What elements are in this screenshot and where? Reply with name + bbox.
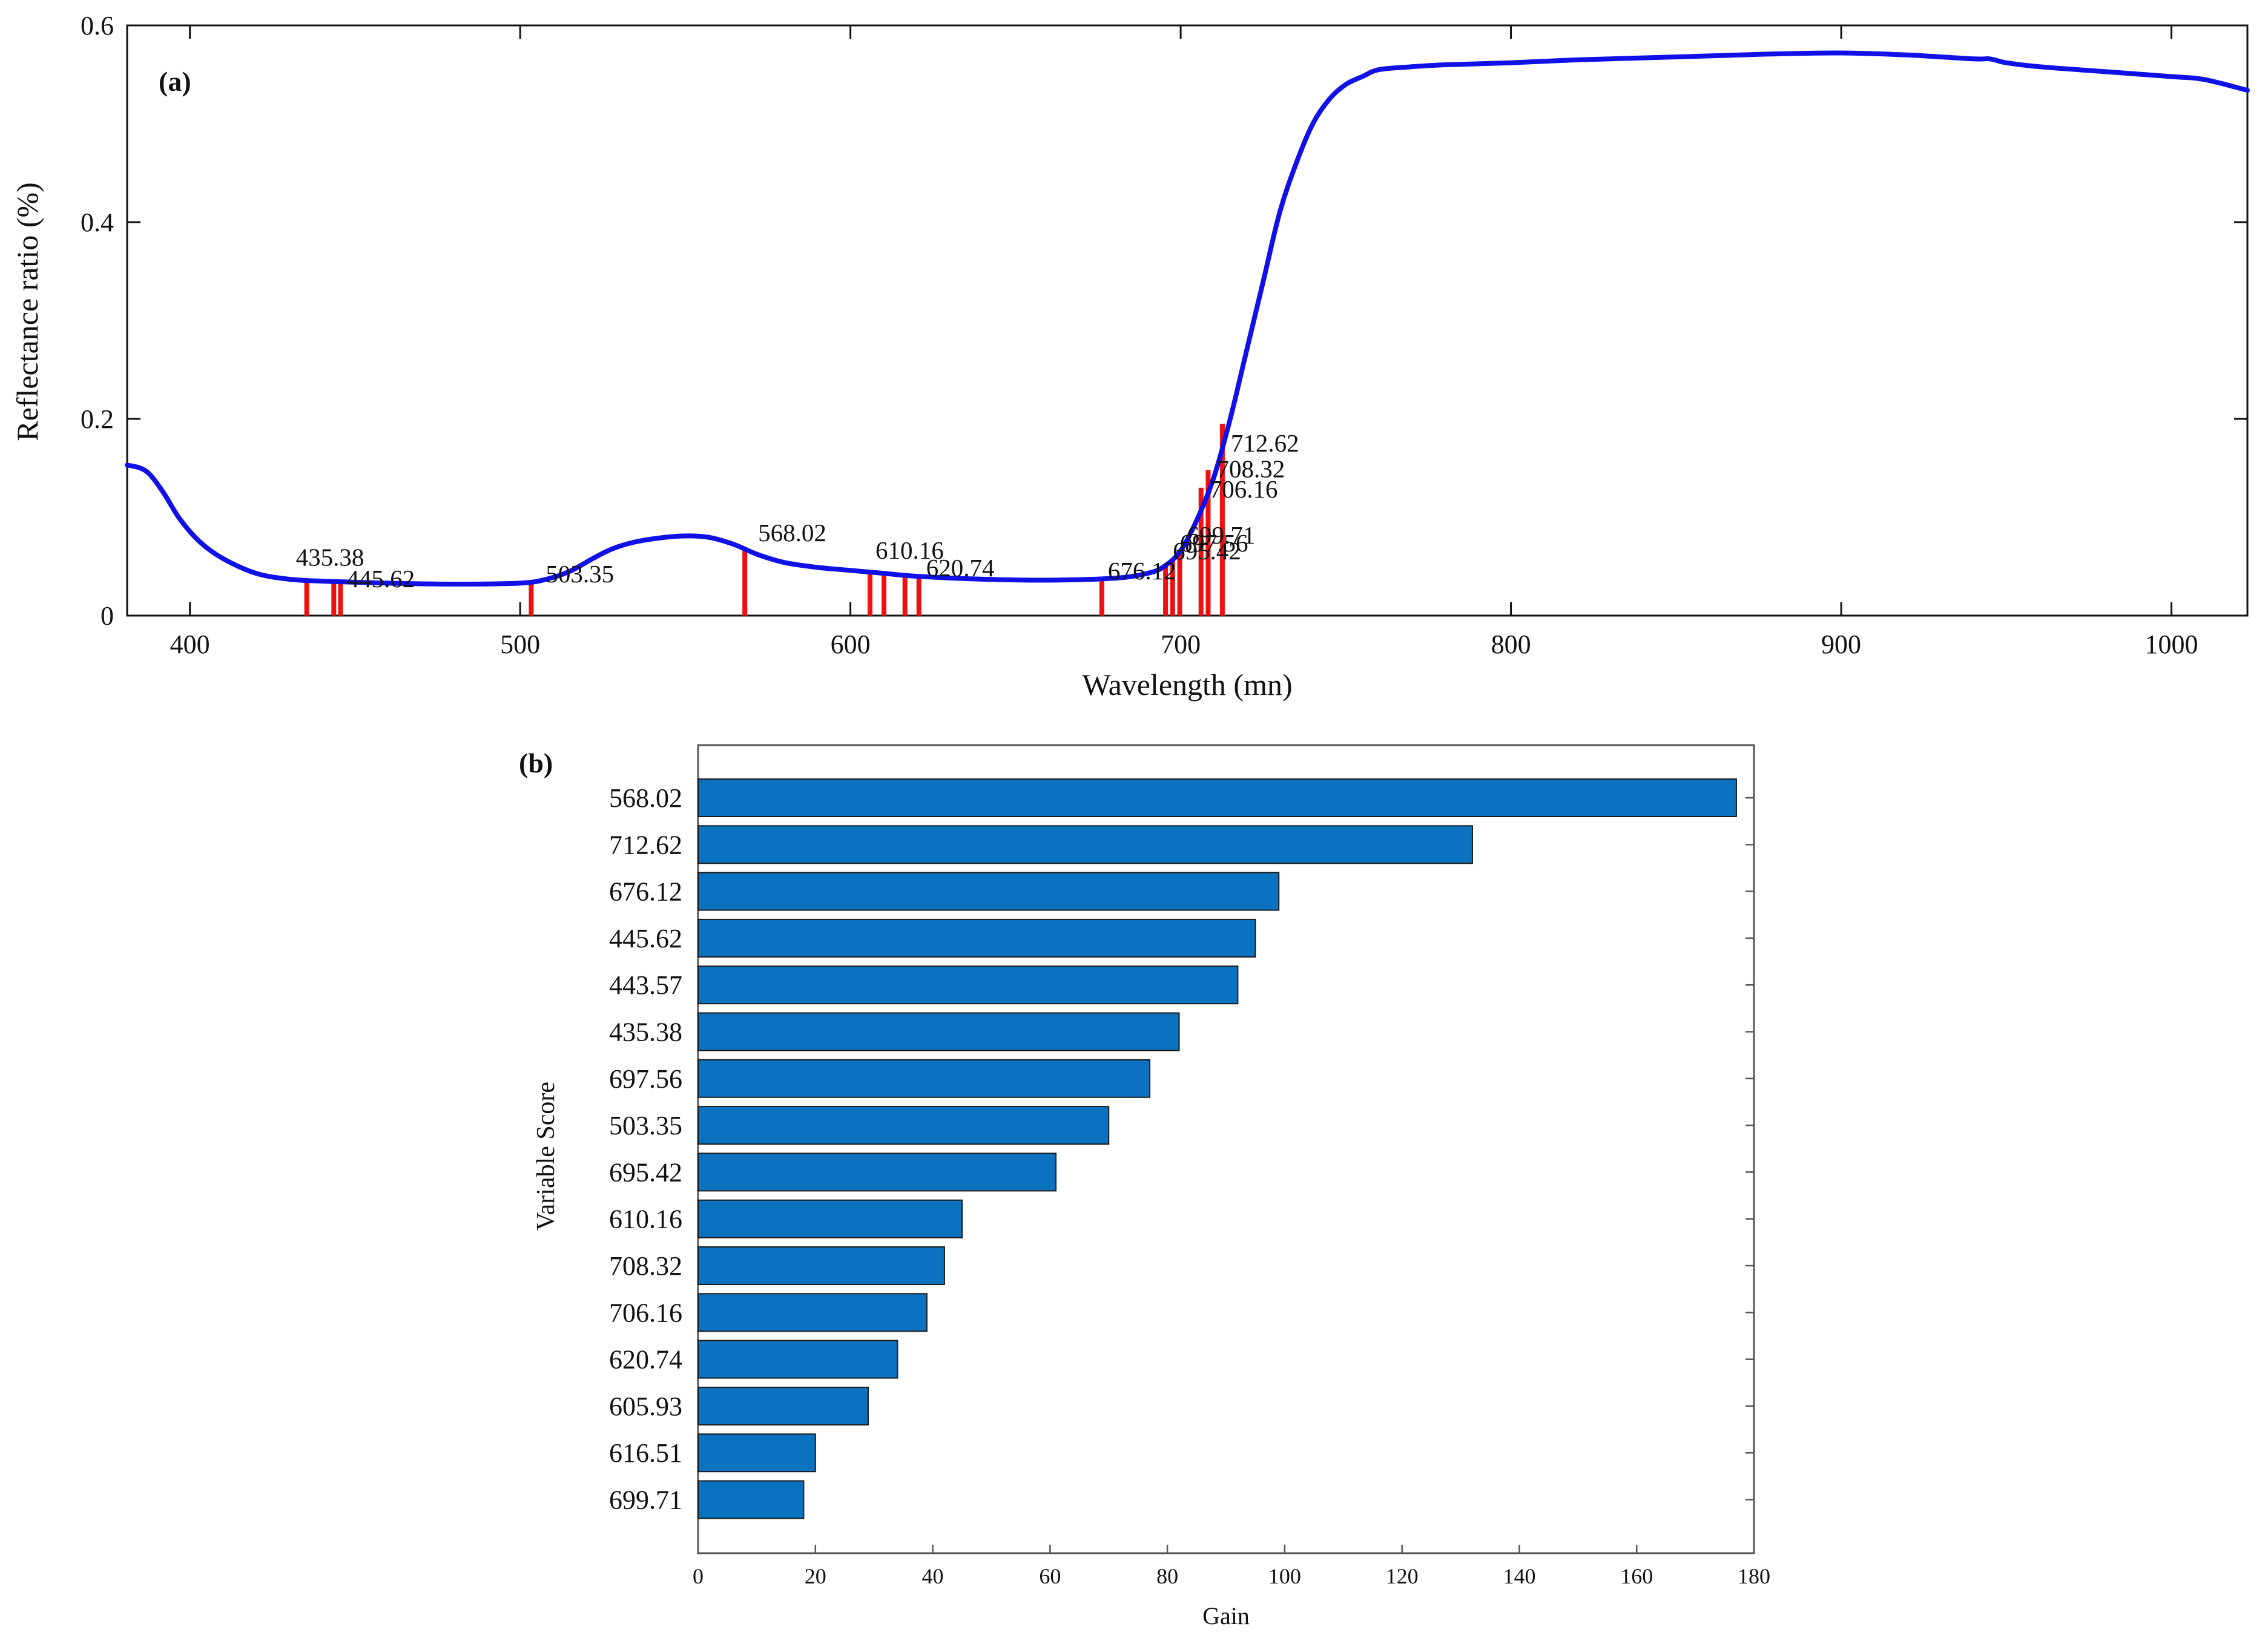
gain-tick-label: 120 [1386, 1564, 1419, 1588]
x-tick-label: 400 [170, 630, 210, 659]
category-label: 610.16 [609, 1205, 682, 1234]
gain-bar [697, 918, 1256, 958]
category-label: 605.93 [609, 1392, 682, 1421]
gain-tick-label: 160 [1620, 1564, 1653, 1588]
gain-tick-label: 140 [1503, 1564, 1535, 1588]
gain-tick-label: 80 [1156, 1564, 1178, 1588]
x-tick-label: 500 [500, 630, 540, 659]
variable-score-labels: 568.02 712.62 676.12 445.62 443.57 435.38 697.… [609, 783, 682, 1515]
category-label: 568.02 [609, 783, 682, 813]
x-tick-label: 1000 [2145, 630, 2198, 659]
y-tick-label: 0.2 [81, 404, 114, 434]
reflectance-chart: 400 500 600 700 800 900 1000 0 0.2 0.4 0.6 435.384… [10, 11, 2250, 702]
selected-wavelength-label: 568.02 [758, 519, 826, 547]
category-label: 435.38 [609, 1018, 682, 1047]
gain-bar [697, 1152, 1057, 1192]
selected-wavelength-label: 445.62 [346, 565, 415, 593]
category-label: 695.42 [609, 1157, 682, 1187]
selected-wavelength-label: 708.32 [1216, 455, 1285, 483]
category-label: 503.35 [609, 1111, 682, 1140]
selected-wavelength-label: 699.71 [1187, 521, 1256, 549]
chart-a-y-axis-title: Reflectance ratio (%) [10, 182, 44, 441]
gain-bar [697, 1012, 1180, 1051]
chart-a-ticks: 400 500 600 700 800 900 1000 0 0.2 0.4 0.6 [81, 11, 2247, 659]
gain-bar [697, 1106, 1110, 1145]
category-label: 706.16 [609, 1298, 682, 1327]
gain-bar [697, 872, 1280, 911]
chart-a-x-axis-title: Wavelength (mn) [1082, 668, 1292, 702]
category-label: 676.12 [609, 877, 682, 907]
chart-a-plot-frame [126, 24, 2249, 617]
gain-bar [697, 1340, 898, 1379]
gain-bar [697, 1480, 805, 1519]
gain-bar [697, 1386, 869, 1425]
gain-tick-label: 100 [1268, 1564, 1301, 1588]
category-label: 445.62 [609, 924, 682, 953]
gain-tick-label: 0 [693, 1564, 704, 1588]
selected-wavelength-label: 676.12 [1108, 557, 1176, 585]
selected-wavelength-label: 435.38 [296, 544, 364, 571]
panel-b-tag: (b) [519, 748, 553, 778]
y-tick-label: 0 [101, 601, 114, 631]
gain-tick-label: 20 [805, 1564, 826, 1588]
gain-bar [697, 1293, 928, 1332]
x-tick-label: 600 [831, 630, 871, 659]
chart-b-x-axis-title: Gain [1202, 1602, 1250, 1629]
chart-b-y-axis-title: Variable Score [532, 1082, 560, 1231]
category-label: 708.32 [609, 1251, 682, 1281]
selected-wavelength-label: 503.35 [546, 560, 614, 588]
gain-bar [697, 965, 1239, 1005]
selected-wavelength-label: 706.16 [1210, 475, 1278, 503]
gain-bar [697, 778, 1737, 817]
gain-bar-chart: 0 20 40 60 80 100 120 140 160 180 568.02 712.62 676… [519, 744, 1770, 1629]
category-label: 620.74 [609, 1345, 682, 1375]
gain-bar [697, 1246, 945, 1285]
y-tick-label: 0.6 [81, 11, 114, 41]
gain-bar [697, 1433, 816, 1473]
selected-wavelength-label: 697.56 [1180, 529, 1248, 557]
category-label: 443.57 [609, 970, 682, 1000]
x-tick-label: 800 [1491, 630, 1531, 659]
x-tick-label: 700 [1161, 630, 1201, 659]
category-label: 697.56 [609, 1064, 682, 1094]
gain-bar [697, 1059, 1151, 1098]
reflectance-curve [125, 50, 2250, 587]
category-label: 699.71 [609, 1485, 682, 1515]
chart-b-ticks: 0 20 40 60 80 100 120 140 160 180 [693, 797, 1770, 1588]
panel-a-tag: (a) [159, 66, 191, 97]
gain-bars [697, 778, 1737, 1519]
gain-tick-label: 180 [1738, 1564, 1770, 1588]
category-label: 712.62 [609, 830, 682, 860]
y-tick-label: 0.4 [81, 208, 114, 237]
selected-wavelength-label: 610.16 [875, 536, 944, 564]
chart-b-plot-frame [697, 744, 1755, 1554]
gain-bar [697, 825, 1473, 864]
x-tick-label: 900 [1821, 630, 1861, 659]
category-label: 616.51 [609, 1438, 682, 1468]
gain-tick-label: 60 [1039, 1564, 1061, 1588]
gain-bar [697, 1199, 963, 1238]
selected-wavelength-label: 695.42 [1173, 537, 1241, 565]
selected-wavelength-label: 620.74 [926, 554, 995, 582]
selected-wavelength-label: 712.62 [1231, 429, 1299, 457]
gain-tick-label: 40 [922, 1564, 944, 1588]
